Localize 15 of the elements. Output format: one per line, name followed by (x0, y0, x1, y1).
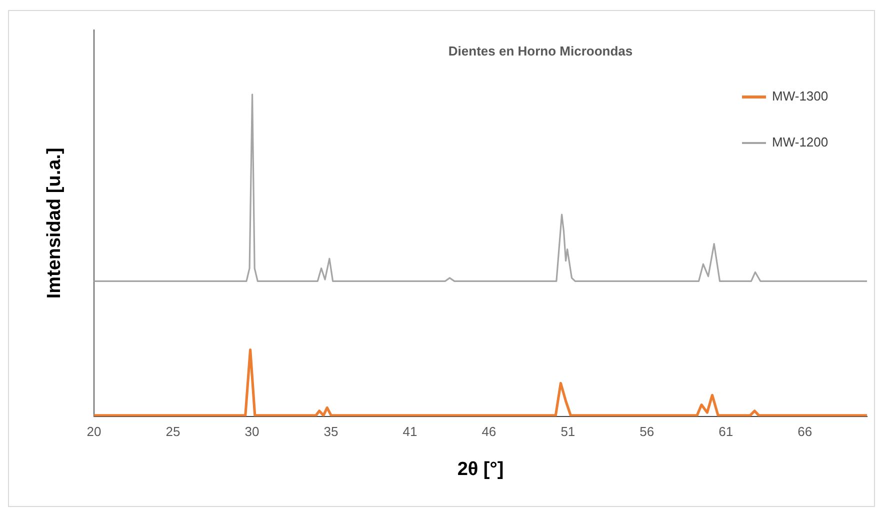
x-tick-label: 41 (402, 424, 418, 439)
legend-label: MW-1200 (772, 134, 828, 150)
x-tick-label: 46 (482, 424, 496, 439)
x-tick-label: 20 (86, 424, 102, 439)
y-axis-title: Imtensidad [u.a.] (44, 148, 66, 299)
x-tick-label: 66 (798, 424, 812, 439)
x-tick-label: 51 (560, 424, 576, 439)
chart-title: Dientes en Horno Microondas (448, 44, 633, 59)
x-tick-label: 61 (718, 424, 734, 439)
x-tick-label: 30 (244, 424, 260, 439)
x-axis-title: 2θ [°] (457, 459, 504, 480)
legend-label: MW-1300 (772, 88, 828, 104)
x-tick-label: 25 (166, 424, 180, 439)
x-tick-label: 56 (640, 424, 654, 439)
x-tick-label: 35 (324, 424, 338, 439)
